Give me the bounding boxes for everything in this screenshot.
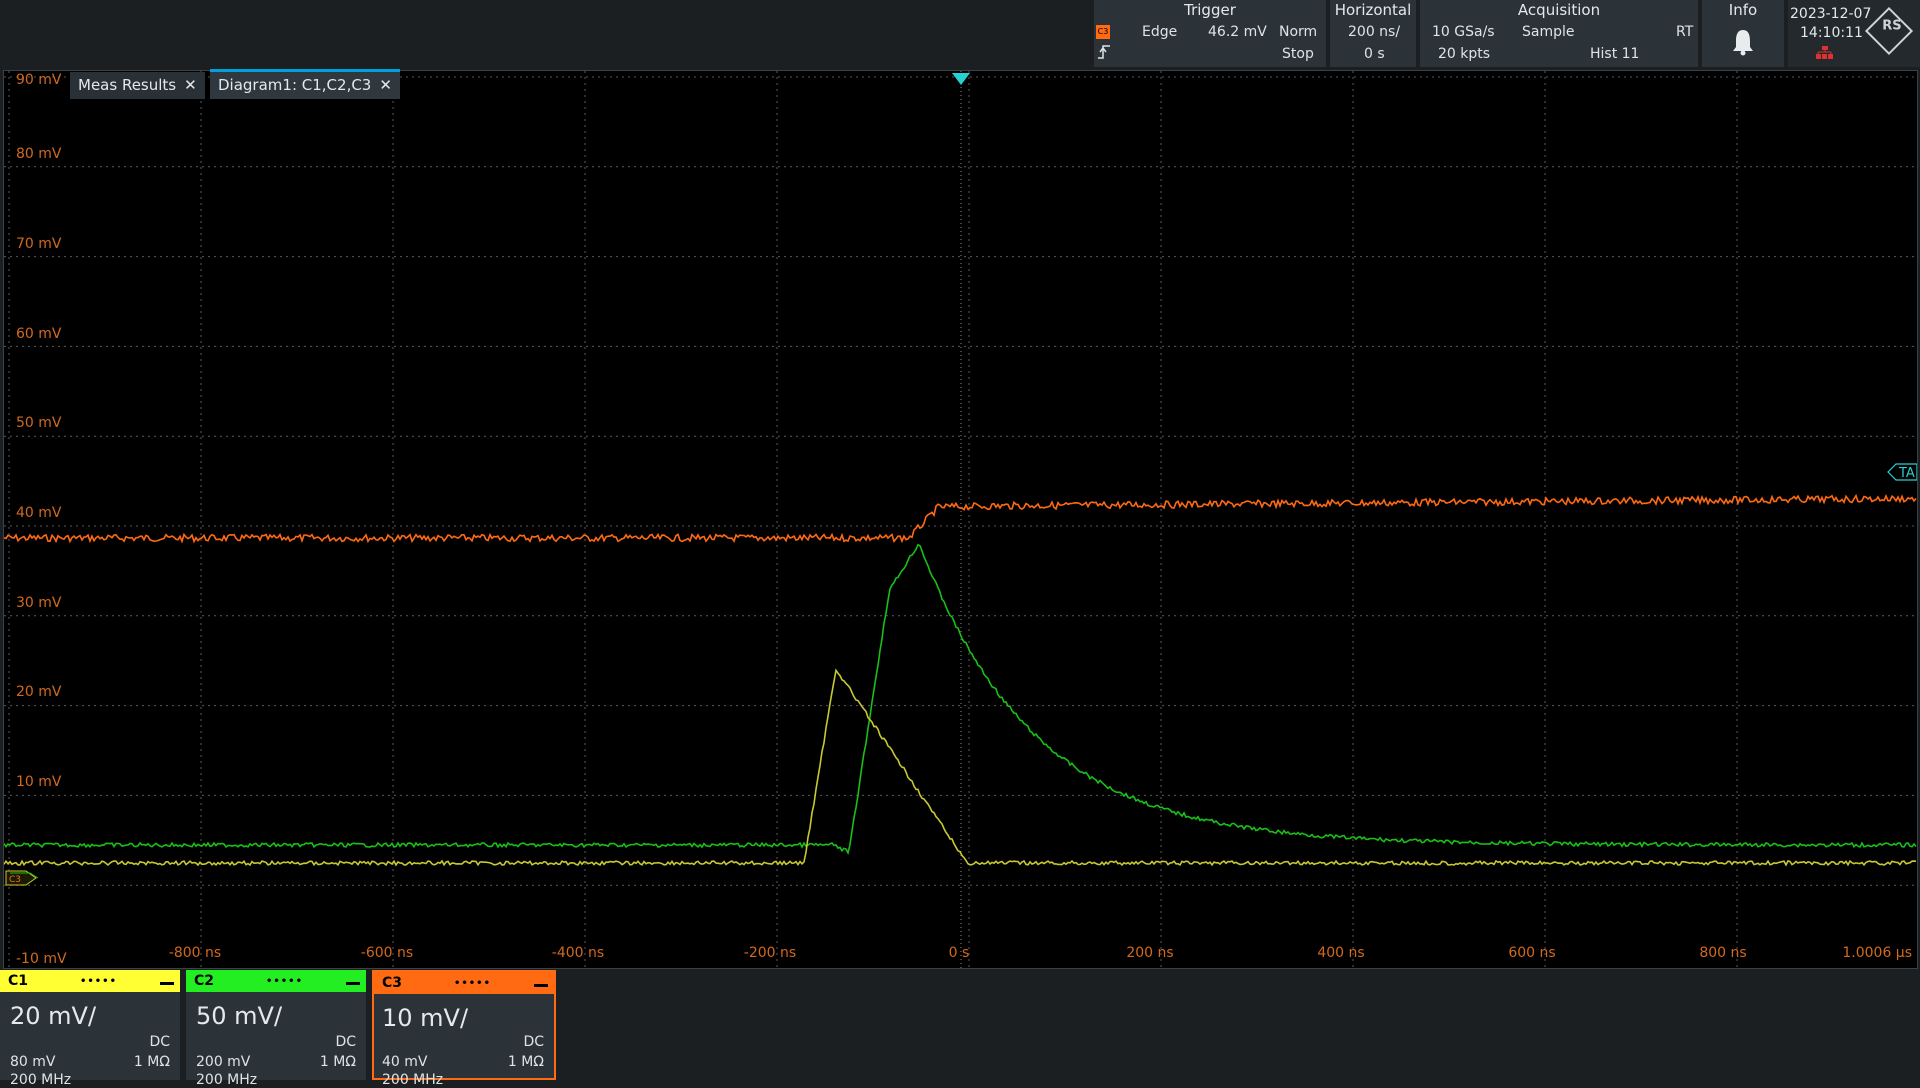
- tab-diagram1-label: Diagram1: C1,C2,C3: [218, 76, 372, 94]
- acquisition-mode: Sample: [1522, 24, 1575, 40]
- y-axis-tick-label: 50 mV: [16, 415, 62, 431]
- waveform-c3: [4, 493, 1917, 544]
- date-text: 2023-12-07: [1790, 6, 1872, 22]
- trigger-level-marker[interactable]: [1887, 463, 1917, 481]
- trigger-type: Edge: [1142, 24, 1178, 40]
- channel-c3-id: C3: [382, 975, 403, 991]
- x-axis-tick-label: 600 ns: [1508, 945, 1555, 961]
- y-axis-tick-label: 90 mV: [16, 72, 62, 88]
- x-axis-tick-label: -200 ns: [744, 945, 796, 961]
- channel-c2-header: C2 •••••: [186, 970, 366, 992]
- network-icon: [1816, 46, 1834, 64]
- channel-c3-coupling: DC: [523, 1034, 544, 1050]
- tab-meas-results-close-icon[interactable]: ✕: [184, 76, 197, 94]
- y-axis-tick-label: 40 mV: [16, 505, 62, 521]
- datetime-panel: 2023-12-07 14:10:11 RS: [1788, 0, 1920, 67]
- acquisition-points: 20 kpts: [1438, 46, 1491, 62]
- x-axis-tick-label: 800 ns: [1699, 945, 1746, 961]
- trigger-level-marker-label: TA: [1898, 466, 1915, 481]
- channel-c1-minimize-icon[interactable]: [160, 982, 174, 985]
- channel-c2-id: C2: [194, 973, 215, 989]
- acquisition-header: Acquisition: [1517, 1, 1601, 19]
- horizontal-panel[interactable]: Horizontal 200 ns/ 0 s: [1330, 0, 1416, 67]
- waveform-c2: [4, 543, 1917, 856]
- x-axis-tick-label: 200 ns: [1126, 945, 1173, 961]
- channel-c1-offset: 80 mV: [10, 1054, 56, 1070]
- channel-c2-minimize-icon[interactable]: [346, 982, 360, 985]
- y-axis-tick-label: 70 mV: [16, 236, 62, 252]
- channel-c2-bandwidth: 200 MHz: [196, 1072, 258, 1088]
- x-axis-tick-label: -400 ns: [552, 945, 604, 961]
- rs-logo-icon: RS: [1864, 6, 1914, 56]
- x-axis-tick-label: -600 ns: [361, 945, 413, 961]
- channel-c1-impedance: 1 MΩ: [133, 1054, 170, 1070]
- channel-c1-id: C1: [8, 973, 29, 989]
- channel-c3-scale: 10 mV/: [382, 1004, 469, 1032]
- channel-c3-header: C3 •••••: [374, 972, 554, 994]
- channel-c2-handle-icon: •••••: [266, 976, 303, 987]
- acquisition-rate: 10 GSa/s: [1432, 24, 1495, 40]
- channel-c3-minimize-icon[interactable]: [534, 984, 548, 987]
- horizontal-scale: 200 ns/: [1348, 24, 1401, 40]
- horizontal-position: 0 s: [1364, 46, 1385, 62]
- x-axis-tick-label: 1.0006 µs: [1842, 945, 1912, 961]
- channel-c1-handle-icon: •••••: [80, 976, 117, 987]
- y-axis-tick-label: 80 mV: [16, 146, 62, 162]
- waveform-c1: [4, 668, 1917, 867]
- acquisition-rt: RT: [1676, 24, 1694, 40]
- x-axis-tick-label: -800 ns: [169, 945, 221, 961]
- x-axis-tick-label: 0 s: [949, 945, 970, 961]
- channel-c2-box[interactable]: C2 ••••• 50 mV/ DC 200 mV 1 MΩ 200 MHz: [186, 970, 366, 1088]
- acquisition-hist: Hist 11: [1590, 46, 1640, 62]
- waveform-svg[interactable]: 90 mV 80 mV 70 mV 60 mV 50 mV 40 mV 30 mV 20 mV…: [4, 71, 1917, 968]
- edge-rising-icon: [1097, 44, 1111, 64]
- ground-marker[interactable]: [5, 870, 37, 886]
- trigger-mode: Norm: [1279, 24, 1318, 40]
- y-axis-tick-label: 60 mV: [16, 326, 62, 342]
- channel-c2-impedance: 1 MΩ: [319, 1054, 356, 1070]
- bell-icon: [1731, 28, 1755, 60]
- tab-meas-results[interactable]: Meas Results ✕: [70, 72, 205, 99]
- channel-c3-offset: 40 mV: [382, 1054, 428, 1070]
- channel-c2-coupling: DC: [335, 1034, 356, 1050]
- y-axis-tick-label: 30 mV: [16, 595, 62, 611]
- channel-c3-box[interactable]: C3 ••••• 10 mV/ DC 40 mV 1 MΩ 200 MHz: [372, 970, 556, 1088]
- info-header: Info: [1728, 1, 1758, 19]
- x-axis-tick-label: 400 ns: [1317, 945, 1364, 961]
- y-axis-tick-label: 20 mV: [16, 684, 62, 700]
- waveform-diagram[interactable]: 90 mV 80 mV 70 mV 60 mV 50 mV 40 mV 30 mV 20 mV…: [3, 70, 1918, 969]
- channel-c2-scale: 50 mV/: [196, 1002, 283, 1030]
- channel-c1-scale: 20 mV/: [10, 1002, 97, 1030]
- channel-c2-offset: 200 mV: [196, 1054, 251, 1070]
- tab-meas-results-label: Meas Results: [78, 76, 177, 94]
- channel-c3-bandwidth: 200 MHz: [382, 1072, 444, 1088]
- channel-c1-header: C1 •••••: [0, 970, 180, 992]
- trigger-position-marker[interactable]: [952, 73, 970, 85]
- trigger-panel[interactable]: Trigger C3 Edge 46.2 mV Norm Stop: [1094, 0, 1326, 67]
- trigger-level: 46.2 mV: [1208, 24, 1267, 40]
- channel-c1-box[interactable]: C1 ••••• 20 mV/ DC 80 mV 1 MΩ 200 MHz: [0, 970, 180, 1088]
- top-status-bar: Trigger C3 Edge 46.2 mV Norm Stop Horizo…: [0, 0, 1920, 69]
- y-axis-tick-label: 10 mV: [16, 774, 62, 790]
- info-panel[interactable]: Info: [1702, 0, 1784, 67]
- trigger-header: Trigger: [1184, 1, 1236, 19]
- channel-c1-bandwidth: 200 MHz: [10, 1072, 72, 1088]
- ground-marker-c2: [10, 872, 39, 879]
- ground-marker-label: C3: [9, 875, 21, 885]
- channel-c1-coupling: DC: [149, 1034, 170, 1050]
- acquisition-panel[interactable]: Acquisition 10 GSa/s Sample RT 20 kpts H…: [1420, 0, 1698, 67]
- trigger-source-badge: C3: [1096, 25, 1110, 39]
- tab-diagram1[interactable]: Diagram1: C1,C2,C3 ✕: [210, 69, 400, 99]
- trigger-state: Stop: [1282, 46, 1314, 62]
- horizontal-header: Horizontal: [1334, 1, 1412, 19]
- tab-diagram1-close-icon[interactable]: ✕: [379, 76, 392, 94]
- channel-c3-handle-icon: •••••: [454, 978, 491, 989]
- channel-c3-impedance: 1 MΩ: [507, 1054, 544, 1070]
- y-axis-tick-label: -10 mV: [16, 951, 67, 967]
- time-text: 14:10:11: [1800, 25, 1863, 41]
